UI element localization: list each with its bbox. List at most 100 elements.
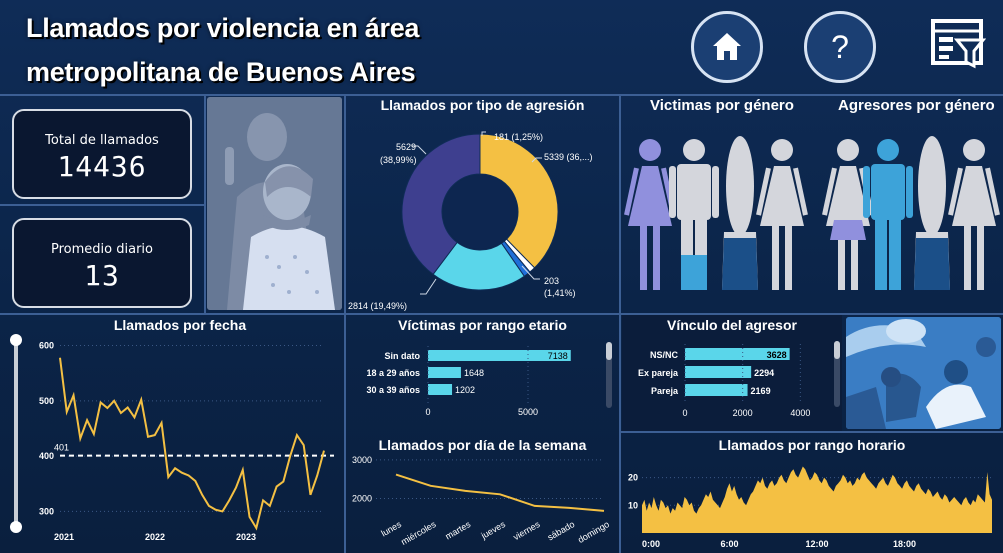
kpi-average-value: 13 — [84, 259, 120, 292]
age-bar-0[interactable] — [428, 350, 571, 361]
hour-xtick-2: 12:00 — [805, 539, 828, 549]
vinculo-bar-0[interactable] — [685, 348, 790, 360]
age-scrollbar-thumb[interactable] — [606, 342, 612, 360]
donut-label-5a: 5629 — [396, 142, 416, 152]
age-cat-2: 30 a 39 años — [366, 385, 420, 395]
vinculo-bar-chart: NS/NC 3628 Ex pareja 2294 Pareja 2169 0 2000 400… — [638, 344, 810, 418]
vinculo-cat-0: NS/NC — [650, 350, 679, 360]
vinculo-cat-2: Pareja — [651, 386, 679, 396]
home-button[interactable] — [691, 11, 763, 83]
date-slider-track[interactable] — [14, 339, 18, 527]
help-button[interactable]: ? — [804, 11, 876, 83]
donut-slice-4[interactable] — [401, 133, 481, 276]
vinculo-scrollbar-thumb[interactable] — [834, 341, 840, 359]
victim-man-icon — [669, 139, 719, 290]
age-value-1: 1648 — [464, 368, 484, 378]
hour-xtick-1: 6:00 — [720, 539, 738, 549]
fecha-ytick-500: 500 — [39, 396, 54, 406]
donut-leader-5 — [412, 145, 427, 155]
filter-panel-button[interactable] — [930, 18, 987, 70]
age-xtick-0: 0 — [425, 407, 430, 417]
donut-hole — [443, 175, 517, 249]
weekday-xtick-4: viernes — [512, 519, 543, 542]
gender-pictograms — [624, 136, 1000, 290]
vinculo-title: Vínculo del agresor — [667, 317, 797, 333]
hour-xtick-3: 18:00 — [893, 539, 916, 549]
fecha-ytick-400: 400 — [39, 451, 54, 461]
age-value-2: 1202 — [455, 385, 475, 395]
donut-leader-1 — [481, 131, 486, 136]
donut-title: Llamados por tipo de agresión — [380, 97, 585, 113]
vinculo-xtick-0: 0 — [682, 408, 687, 418]
age-bar-2[interactable] — [428, 384, 453, 395]
donut-leader-4 — [420, 278, 437, 295]
weekday-ytick-2000: 2000 — [352, 494, 372, 504]
donut-chart: 181 (1,25%) 5339 (36,...) 203 (1,41%) 28… — [348, 131, 593, 311]
illustration-silence — [207, 97, 342, 310]
aggressor-woman2-icon — [948, 139, 1000, 290]
age-cat-0: Sin dato — [385, 351, 421, 361]
donut-slice-0[interactable] — [479, 133, 559, 269]
victim-other-icon — [722, 136, 758, 290]
page-title-line2: metropolitana de Buenos Aires — [26, 57, 416, 87]
kpi-total-card: Total de llamados 14436 — [12, 109, 192, 199]
aggressors-gender-title: Agresores por género — [838, 97, 995, 114]
victim-woman-icon — [624, 139, 676, 290]
hour-area-chart: 10 20 0:00 6:00 12:00 18:00 — [628, 466, 992, 549]
weekday-title: Llamados por día de la semana — [378, 437, 587, 453]
donut-label-4: 2814 (19,49%) — [348, 301, 407, 311]
donut-label-1: 181 (1,25%) — [494, 132, 543, 142]
row-divider — [0, 313, 1003, 315]
weekday-ytick-3000: 3000 — [352, 455, 372, 465]
vinculo-bar-2[interactable] — [685, 384, 748, 396]
date-slider-handle-bottom[interactable] — [10, 521, 22, 533]
hour-xtick-0: 0:00 — [642, 539, 660, 549]
victims-gender-title: Victimas por género — [650, 97, 794, 114]
vinculo-value-2: 2169 — [751, 386, 771, 396]
fecha-xtick-2022: 2022 — [145, 532, 165, 542]
age-title: Víctimas por rango etario — [398, 317, 567, 333]
weekday-xtick-3: jueves — [479, 519, 508, 541]
weekday-xtick-1: miércoles — [399, 519, 438, 547]
line-fecha-title: Llamados por fecha — [113, 317, 247, 333]
kpi-average-card: Promedio diario 13 — [12, 218, 192, 308]
page-title: Llamados por violencia en área metropoli… — [26, 6, 446, 94]
col-divider-4 — [344, 315, 346, 553]
donut-leader-3 — [521, 265, 540, 280]
age-scrollbar[interactable] — [606, 342, 612, 408]
victim-woman2-icon — [756, 139, 808, 290]
aggressor-woman-icon — [822, 139, 874, 290]
donut-label-2: 5339 (36,...) — [544, 152, 593, 162]
illustration-aggression — [846, 317, 1001, 429]
fecha-average-label: 401 — [54, 443, 69, 453]
fecha-xtick-2021: 2021 — [54, 532, 74, 542]
vinculo-value-1: 2294 — [754, 368, 774, 378]
col-divider-2 — [344, 96, 346, 313]
line-fecha-chart: 300 400 500 600 2021 2022 2023 401 — [39, 341, 334, 542]
weekday-xtick-0: lunes — [379, 519, 403, 539]
donut-label-5b: (38,99%) — [380, 155, 417, 165]
age-bar-1[interactable] — [428, 367, 461, 378]
donut-label-3b: (1,41%) — [544, 288, 576, 298]
kpi-divider — [0, 204, 204, 206]
kpi-total-label: Total de llamados — [45, 133, 159, 148]
vinculo-cat-1: Ex pareja — [638, 368, 679, 378]
vinculo-value-0: 3628 — [767, 350, 787, 360]
home-icon — [713, 33, 741, 60]
hour-ytick-10: 10 — [628, 500, 638, 510]
date-slider-handle-top[interactable] — [10, 334, 22, 346]
page-title-line1: Llamados por violencia en área — [26, 13, 420, 43]
fecha-series-line — [59, 357, 325, 531]
hour-title: Llamados por rango horario — [718, 437, 906, 453]
age-bar-chart: Sin dato 7138 18 a 29 años 1648 30 a 39 años… — [366, 346, 571, 417]
filter-panel-icon — [931, 19, 987, 69]
fecha-ytick-600: 600 — [39, 341, 54, 351]
kpi-average-label: Promedio diario — [51, 242, 153, 257]
kpi-total-value: 14436 — [57, 150, 147, 183]
question-icon: ? — [831, 29, 849, 65]
vinculo-bar-1[interactable] — [685, 366, 752, 378]
donut-leader-2 — [531, 157, 542, 163]
hour-ytick-20: 20 — [628, 473, 638, 483]
vinculo-scrollbar[interactable] — [834, 341, 840, 407]
